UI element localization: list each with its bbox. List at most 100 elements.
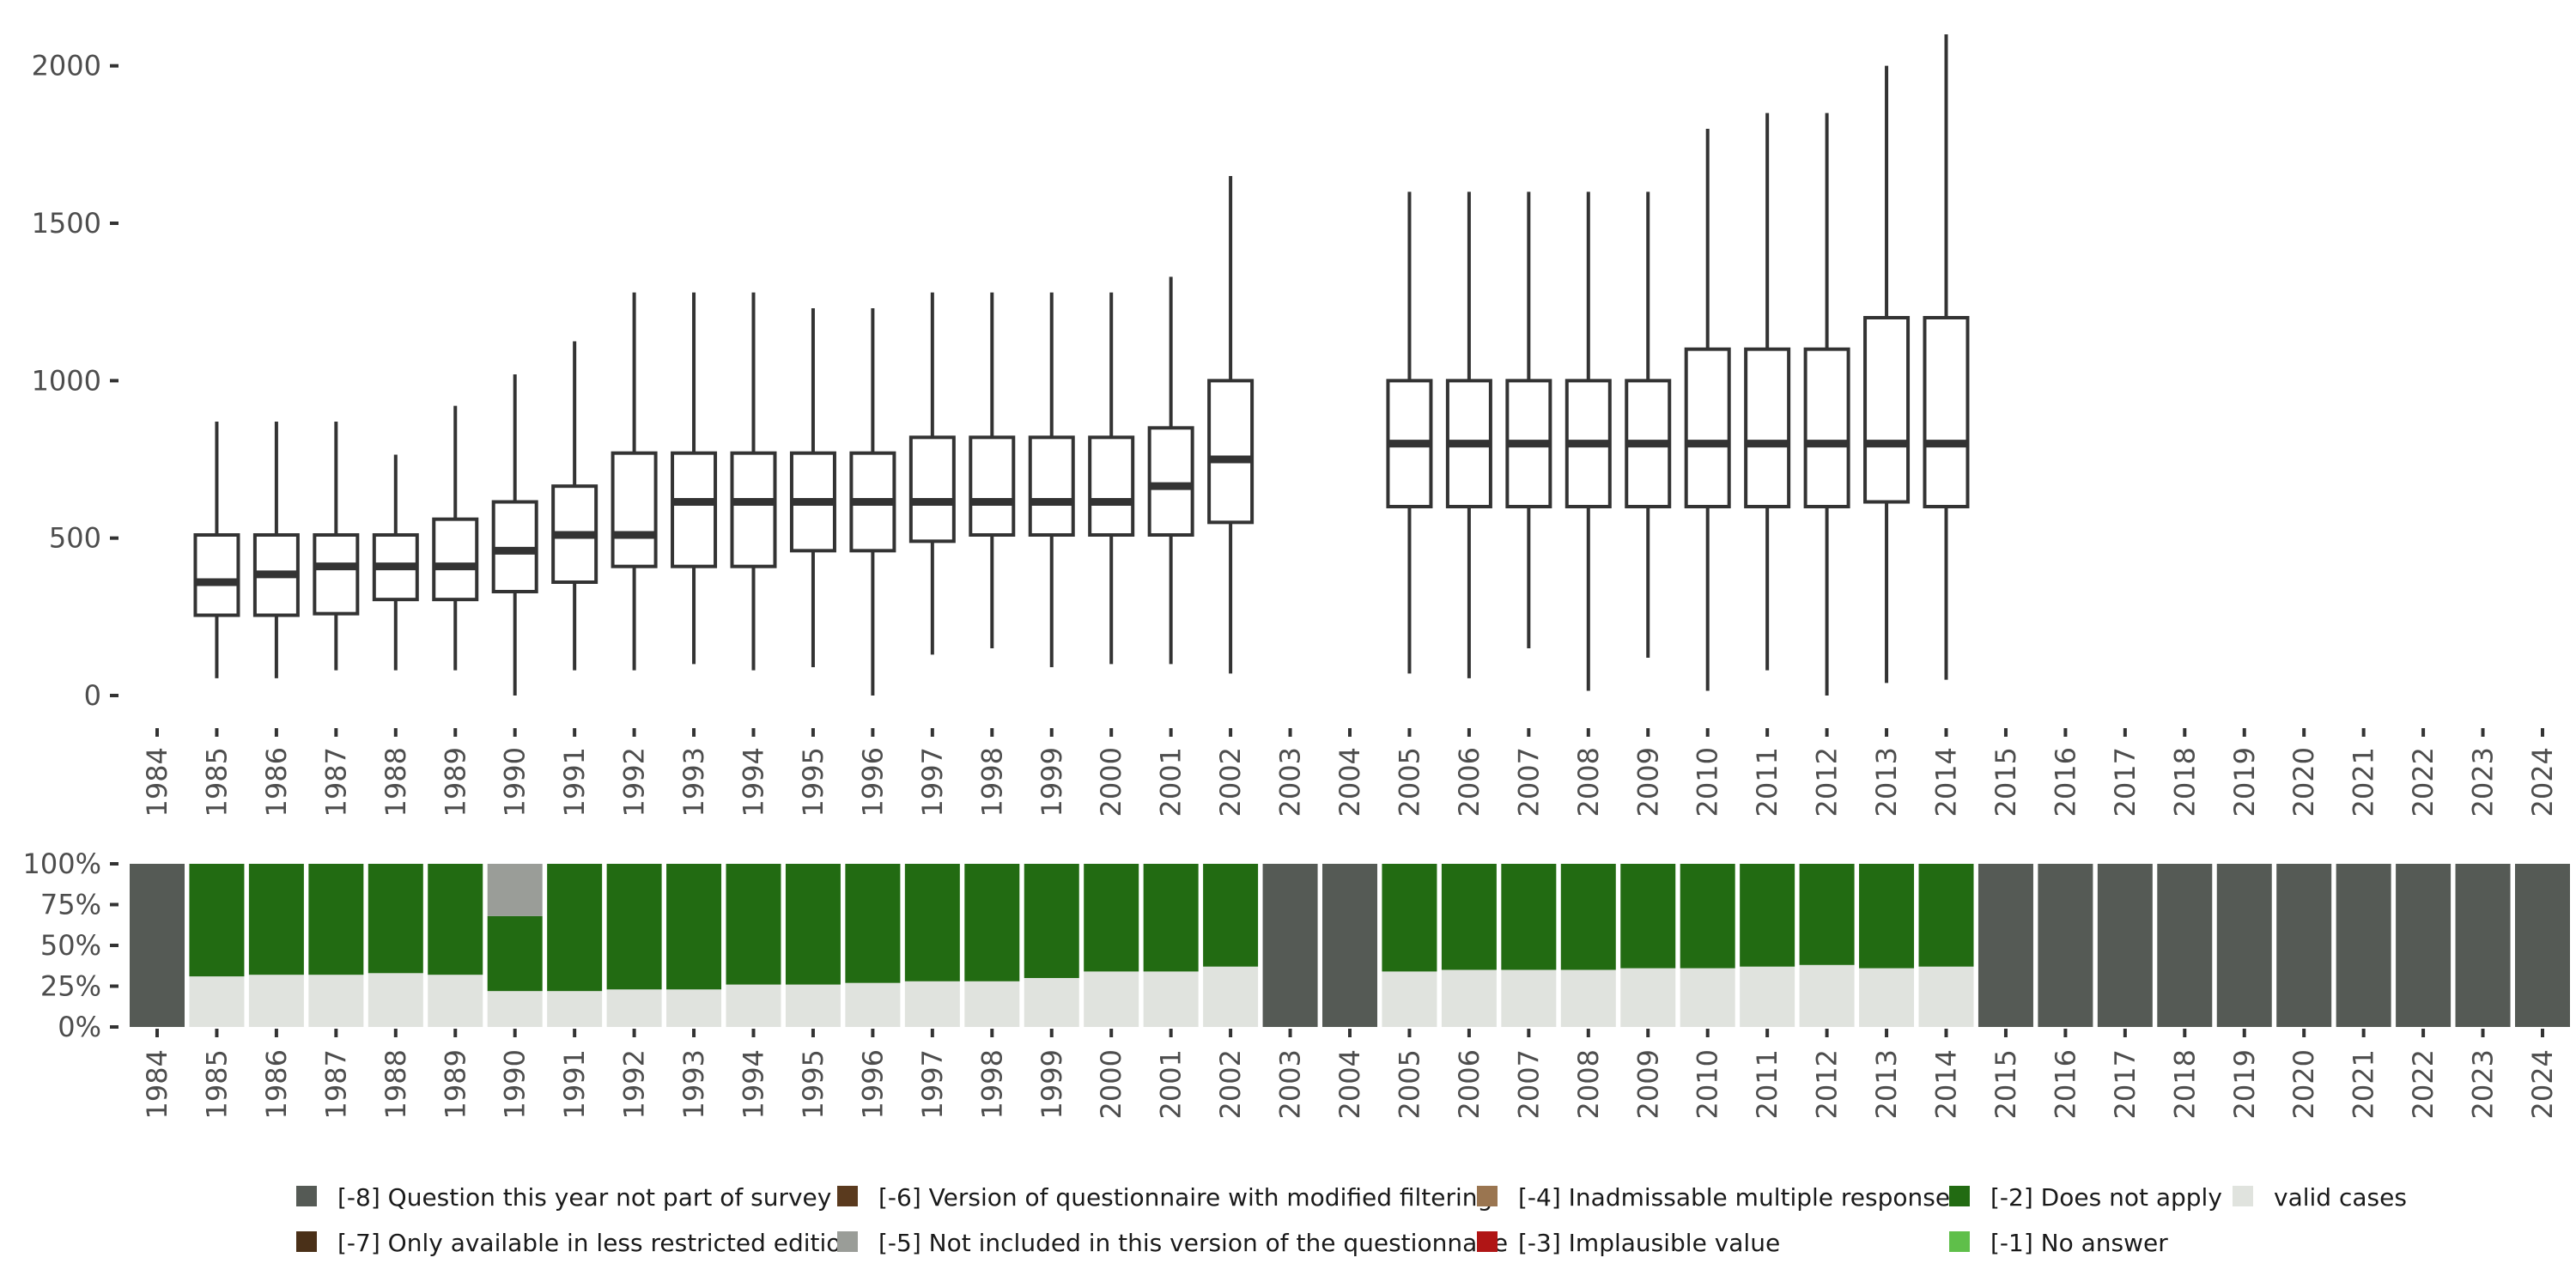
x-tick-label: 1997 (916, 747, 949, 817)
bar-2012 (1799, 864, 1855, 1027)
bar-segment--2 (1382, 864, 1437, 972)
bar-2007 (1501, 864, 1557, 1027)
y-tick-label: 25% (40, 970, 101, 1003)
box-2001 (1147, 276, 1194, 665)
bar-2021 (2336, 864, 2391, 1027)
bar-segment-valid (964, 981, 1020, 1027)
x-tick-label: 1992 (618, 1049, 651, 1119)
x-tick-label: 1996 (856, 1049, 889, 1119)
bar-segment-valid (487, 991, 543, 1027)
bar-1992 (606, 864, 662, 1027)
box-1997 (908, 292, 956, 655)
legend-label: [-5] Not included in this version of the… (878, 1229, 1508, 1257)
bar-segment--8 (2216, 864, 2272, 1027)
bar-2001 (1143, 864, 1199, 1027)
bar-segment-valid (904, 981, 960, 1027)
x-tick-label: 2022 (2407, 747, 2439, 817)
x-tick-label: 2017 (2109, 1049, 2142, 1119)
bar-segment--2 (1560, 864, 1616, 970)
legend-swatch (837, 1231, 858, 1252)
box-1990 (491, 374, 538, 696)
bar-segment-valid (1382, 971, 1437, 1027)
box-iqr (1923, 316, 1970, 508)
bar-segment--2 (1143, 864, 1199, 972)
x-tick-label: 2007 (1512, 1049, 1545, 1119)
bar-segment-valid (308, 975, 364, 1027)
legend-label: [-2] Does not apply (1990, 1183, 2222, 1212)
x-tick-label: 1991 (558, 747, 591, 817)
bar-segment--8 (2276, 864, 2332, 1027)
y-tick-label: 0 (84, 679, 101, 712)
x-tick-label: 1984 (141, 1049, 173, 1119)
bar-segment-valid (1859, 968, 1915, 1027)
x-tick-label: 1985 (200, 747, 233, 817)
bar-segment-valid (1620, 968, 1676, 1027)
box-1994 (730, 292, 777, 671)
y-tick-label: 50% (40, 929, 101, 962)
x-tick-label: 1994 (738, 1049, 770, 1119)
legend-label: [-1] No answer (1990, 1229, 2168, 1257)
bar-segment-valid (1441, 969, 1497, 1027)
bar-2003 (1262, 864, 1318, 1027)
bar-2020 (2276, 864, 2332, 1027)
x-tick-label: 2023 (2467, 747, 2500, 817)
legend-item--1: [-1] No answer (1949, 1229, 2168, 1257)
x-tick-label: 1997 (916, 1049, 949, 1119)
bar-1990 (487, 864, 543, 1027)
box-1992 (611, 292, 658, 671)
bar-1993 (666, 864, 722, 1027)
y-tick-label: 2000 (32, 50, 101, 82)
x-tick-label: 2015 (1990, 1049, 2022, 1119)
bar-2017 (2097, 864, 2153, 1027)
legend-item--6: [-6] Version of questionnaire with modif… (837, 1183, 1492, 1212)
legend-swatch (837, 1186, 858, 1206)
bar-segment-valid (1203, 966, 1259, 1027)
box-1989 (432, 405, 479, 671)
x-tick-label: 1986 (260, 747, 293, 817)
bar-2005 (1382, 864, 1437, 1027)
legend-label: [-3] Implausible value (1518, 1229, 1780, 1257)
x-tick-label: 2015 (1990, 747, 2022, 817)
bar-segment--8 (2515, 864, 2570, 1027)
legend-label: [-8] Question this year not part of surv… (337, 1183, 831, 1212)
x-tick-label: 2002 (1214, 747, 1247, 817)
legend-item--8: [-8] Question this year not part of surv… (296, 1183, 831, 1212)
bar-segment--2 (1918, 864, 1974, 967)
bar-segment--8 (1322, 864, 1377, 1027)
bar-segment--8 (2396, 864, 2451, 1027)
x-tick-label: 1999 (1036, 747, 1068, 817)
bar-segment-valid (666, 989, 722, 1027)
bar-1998 (964, 864, 1020, 1027)
bar-segment-valid (1740, 966, 1795, 1027)
x-tick-label: 2006 (1453, 1049, 1485, 1119)
x-tick-label: 2006 (1453, 747, 1485, 817)
x-tick-label: 2004 (1334, 1049, 1366, 1119)
bar-segment--2 (1740, 864, 1795, 967)
legend-swatch (1949, 1231, 1970, 1252)
box-2013 (1863, 65, 1911, 683)
legend-item-valid: valid cases (2233, 1183, 2407, 1212)
bar-segment--2 (368, 864, 423, 974)
bar-1985 (189, 864, 245, 1027)
bar-segment--2 (189, 864, 245, 977)
bar-1987 (308, 864, 364, 1027)
x-tick-label: 2000 (1095, 747, 1127, 817)
y-tick-label: 100% (23, 848, 101, 880)
box-iqr (1684, 347, 1731, 508)
x-tick-label: 2018 (2168, 1049, 2201, 1119)
x-tick-label: 2012 (1811, 1049, 1844, 1119)
bar-2023 (2455, 864, 2511, 1027)
box-2000 (1088, 292, 1135, 665)
bar-segment--2 (666, 864, 722, 990)
box-2005 (1386, 191, 1433, 674)
bar-segment-valid (785, 984, 841, 1027)
box-1988 (372, 454, 419, 671)
legend-label: [-6] Version of questionnaire with modif… (878, 1183, 1492, 1212)
bar-segment-valid (1799, 964, 1855, 1027)
stacked-bar-panel: 0% 25% 50% 75% 100% 1984 1985 1986 1987 1988 1989 1… (23, 848, 2570, 1119)
x-tick-label: 2014 (1930, 1049, 1963, 1119)
bar-2018 (2157, 864, 2213, 1027)
x-tick-label: 2009 (1631, 1049, 1664, 1119)
bar-1988 (368, 864, 423, 1027)
